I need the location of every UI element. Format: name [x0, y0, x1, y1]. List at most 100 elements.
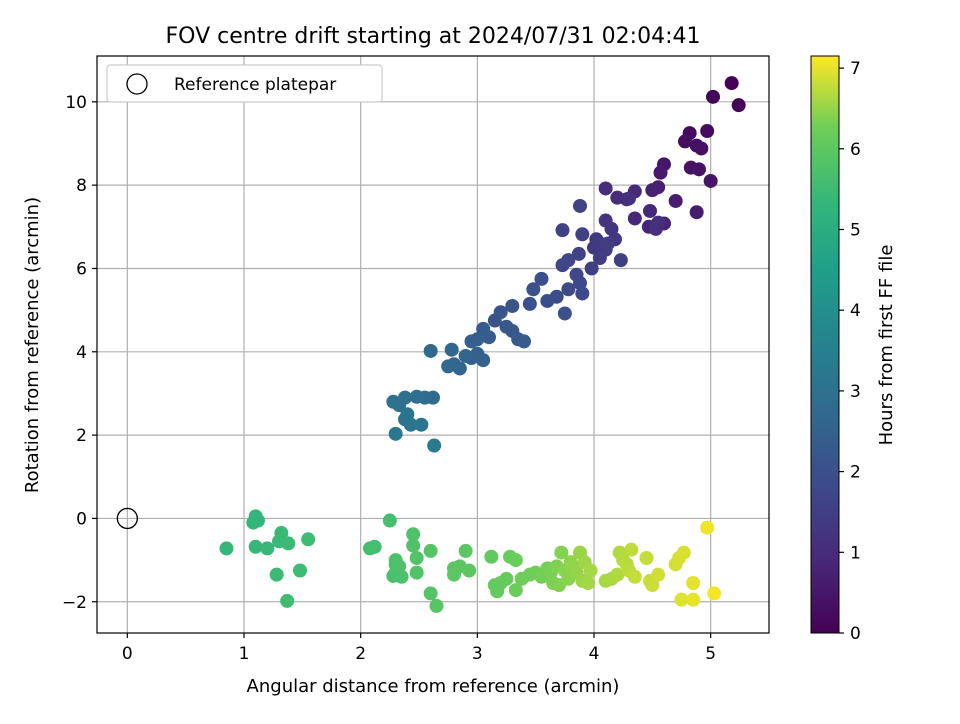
- data-point: [601, 236, 615, 251]
- legend-label-reference: Reference platepar: [174, 75, 336, 95]
- data-point: [700, 520, 715, 535]
- legend: Reference platepar: [106, 64, 383, 103]
- colorbar-label: Hours from first FF file: [876, 245, 897, 446]
- data-point: [409, 389, 424, 404]
- data-point: [703, 173, 718, 188]
- y-tick-label: 10: [65, 93, 87, 113]
- colorbar-tick-label: 7: [850, 59, 861, 79]
- data-point: [645, 578, 660, 593]
- colorbar-ticks: 0 1 2 3 4 5 6 7: [839, 59, 861, 644]
- data-point: [694, 141, 709, 156]
- data-point: [571, 246, 586, 261]
- data-point: [388, 426, 403, 441]
- data-point: [423, 543, 438, 558]
- x-axis-ticks: 0 1 2 3 4 5: [122, 633, 716, 664]
- data-point: [653, 165, 668, 180]
- data-point: [724, 76, 739, 91]
- colorbar-gradient: [810, 55, 840, 634]
- data-point: [613, 253, 628, 268]
- x-axis-label: Angular distance from reference (arcmin): [247, 676, 620, 697]
- data-point: [367, 539, 382, 554]
- colorbar-tick-label: 6: [850, 140, 861, 160]
- data-point: [219, 541, 234, 556]
- colorbar-tick-label: 3: [850, 382, 861, 402]
- data-point: [414, 417, 429, 432]
- colorbar-tick-label: 4: [850, 301, 861, 321]
- data-point: [260, 541, 275, 556]
- data-point: [423, 586, 438, 601]
- data-point: [627, 569, 642, 584]
- data-point: [458, 348, 473, 363]
- data-point: [645, 183, 660, 198]
- data-point: [441, 359, 456, 374]
- data-point: [444, 342, 459, 357]
- data-point: [651, 567, 666, 582]
- data-point: [246, 515, 261, 530]
- data-point: [476, 353, 491, 368]
- data-point: [427, 438, 442, 453]
- data-point: [686, 592, 701, 607]
- data-point: [526, 282, 541, 297]
- colorbar-tick-label: 2: [850, 463, 861, 483]
- data-point: [293, 563, 307, 578]
- data-point: [487, 313, 502, 328]
- data-point: [622, 191, 636, 206]
- data-point: [534, 271, 549, 286]
- data-point: [624, 542, 639, 557]
- data-point: [610, 190, 625, 205]
- data-point: [581, 576, 596, 591]
- data-point: [575, 286, 590, 301]
- data-point: [484, 549, 499, 564]
- data-point: [555, 223, 570, 238]
- data-point: [274, 526, 289, 541]
- legend-box: [106, 64, 383, 103]
- data-point: [676, 545, 691, 560]
- data-point: [700, 123, 715, 138]
- data-point: [573, 198, 587, 213]
- plot-area-frame: [96, 55, 770, 634]
- data-point: [573, 276, 587, 291]
- data-point: [561, 253, 576, 268]
- data-point: [639, 551, 654, 566]
- y-axis-label: Rotation from reference (arcmin): [22, 197, 43, 493]
- data-point: [674, 592, 689, 607]
- data-point: [464, 334, 479, 349]
- data-point: [281, 536, 296, 551]
- data-point: [706, 89, 720, 104]
- data-point: [554, 545, 569, 560]
- data-point: [386, 394, 401, 409]
- data-point: [517, 334, 531, 349]
- data-point: [248, 539, 263, 554]
- data-point: [409, 551, 424, 566]
- data-point: [458, 543, 473, 558]
- colorbar-tick-label: 5: [850, 221, 861, 241]
- data-point: [668, 193, 683, 208]
- data-point: [651, 215, 666, 230]
- x-tick-label: 3: [472, 644, 483, 664]
- data-point: [269, 567, 284, 582]
- y-tick-label: 8: [76, 176, 87, 196]
- colorbar-tick-label: 0: [850, 624, 861, 644]
- y-tick-label: −2: [62, 593, 87, 613]
- data-point: [382, 513, 397, 528]
- chart-title: FOV centre drift starting at 2024/07/31 …: [166, 24, 701, 49]
- data-points: [219, 76, 746, 613]
- y-tick-label: 6: [76, 259, 87, 279]
- data-point: [301, 532, 316, 547]
- data-point: [627, 211, 642, 226]
- data-point: [482, 330, 496, 345]
- x-tick-label: 5: [705, 644, 716, 664]
- data-point: [540, 293, 555, 308]
- data-point: [583, 563, 598, 578]
- data-point: [575, 227, 590, 242]
- data-point: [280, 593, 295, 608]
- x-tick-label: 0: [122, 644, 133, 664]
- data-point: [731, 98, 746, 113]
- data-point: [707, 586, 722, 601]
- x-tick-label: 4: [589, 644, 600, 664]
- y-tick-label: 2: [76, 426, 87, 446]
- data-point: [598, 181, 613, 196]
- data-point: [686, 576, 701, 591]
